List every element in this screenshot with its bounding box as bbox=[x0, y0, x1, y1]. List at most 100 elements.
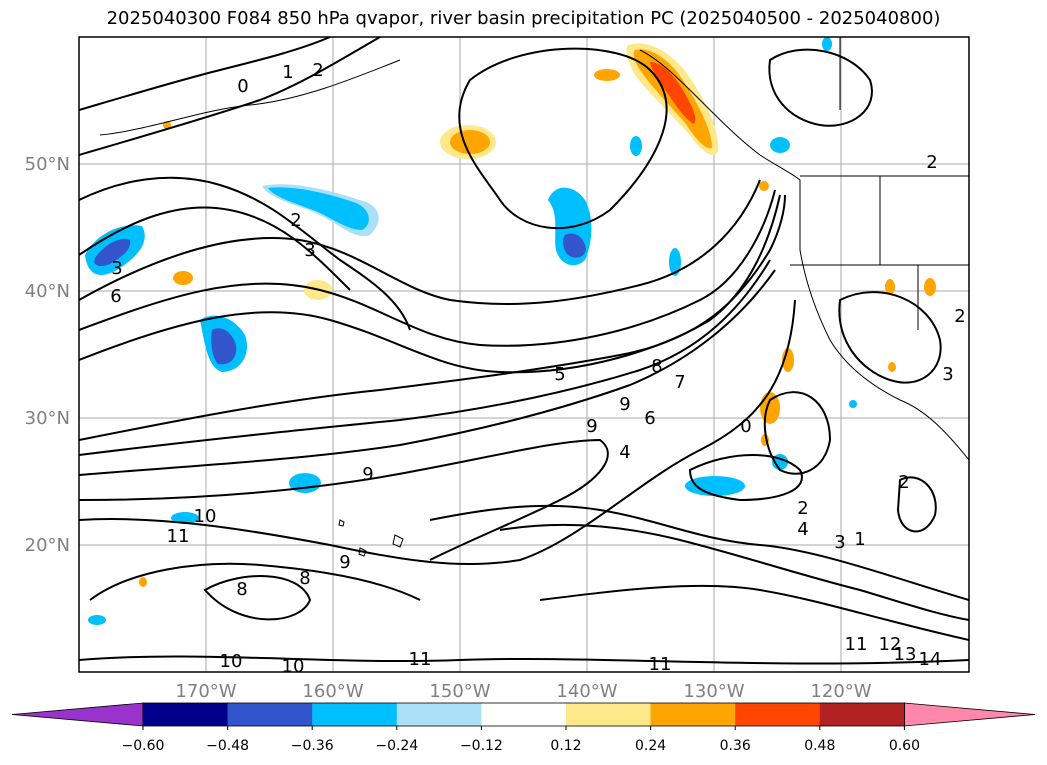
lon-label-160w: 160°W bbox=[302, 681, 363, 702]
colorbar-extend-min bbox=[11, 702, 144, 727]
colorbar-tick-label: 0.24 bbox=[635, 738, 666, 754]
colorbar-tick-label: −0.60 bbox=[122, 738, 165, 754]
contour-label: 4 bbox=[797, 519, 808, 540]
colorbar-tick-label: 0.36 bbox=[720, 738, 751, 754]
lon-label-170w: 170°W bbox=[175, 681, 236, 702]
negative-anomaly-west-core bbox=[94, 238, 131, 266]
colorbar-segment bbox=[566, 703, 652, 726]
contour-label: 11 bbox=[845, 634, 868, 655]
contour-9 bbox=[79, 269, 776, 476]
colorbar-tick-label: 0.48 bbox=[804, 738, 835, 754]
contour-label: 9 bbox=[339, 552, 350, 573]
lon-label-130w: 130°W bbox=[683, 681, 744, 702]
contour-12 bbox=[429, 504, 969, 601]
contour-label: 11 bbox=[409, 649, 432, 670]
colorbar-tick-label: 0.60 bbox=[889, 738, 920, 754]
contour-label: 5 bbox=[554, 364, 565, 385]
contour-label: 8 bbox=[236, 579, 247, 600]
contour-label: 0 bbox=[237, 76, 248, 97]
contour-label: 6 bbox=[110, 286, 121, 307]
contour-label: 8 bbox=[299, 568, 310, 589]
contour-label: 13 bbox=[894, 644, 917, 665]
colorbar-tick-label: 0.12 bbox=[550, 738, 581, 754]
contour-21 bbox=[768, 48, 873, 127]
positive-anomaly-small-10 bbox=[139, 577, 147, 587]
positive-anomaly-small-8 bbox=[924, 278, 936, 296]
contour-20 bbox=[896, 476, 937, 533]
coastlines bbox=[99, 37, 969, 557]
colorbar-segment bbox=[650, 703, 736, 726]
contour-15 bbox=[79, 655, 969, 665]
contour-label: 0 bbox=[740, 416, 751, 437]
colorbar-segment bbox=[396, 703, 482, 726]
colorbar-tick-label: −0.36 bbox=[291, 738, 334, 754]
colorbar-tick-label: −0.48 bbox=[206, 738, 249, 754]
positive-anomaly-small-1 bbox=[594, 69, 620, 81]
contour-label: 3 bbox=[304, 240, 315, 261]
lat-label-20: 20°N bbox=[25, 535, 70, 556]
lon-label-150w: 150°W bbox=[429, 681, 490, 702]
lon-axis: 170°W 160°W 150°W 140°W 130°W 120°W bbox=[175, 681, 871, 702]
precip-pc-shading bbox=[85, 37, 936, 625]
contour-2a bbox=[79, 176, 411, 331]
positive-anomaly-bc-peak bbox=[650, 62, 696, 124]
contour-7 bbox=[79, 194, 786, 441]
contour-label: 9 bbox=[586, 416, 597, 437]
contour-10 bbox=[79, 438, 609, 561]
colorbar bbox=[11, 702, 1036, 727]
colorbar-tick-labels: −0.60 −0.48 −0.36 −0.24 −0.12 0.12 0.24 0.36 0.4… bbox=[122, 726, 920, 754]
contour-13 bbox=[499, 523, 969, 621]
contour-label: 12 bbox=[879, 634, 902, 655]
negative-anomaly-small-3 bbox=[770, 137, 790, 153]
contour-label: 3 bbox=[942, 364, 953, 385]
contour-loop-1 bbox=[458, 47, 668, 230]
contour-label: 10 bbox=[194, 506, 217, 527]
contour-label: 10 bbox=[220, 651, 243, 672]
negative-anomaly-small-7 bbox=[171, 512, 199, 524]
contour-5 bbox=[79, 189, 776, 347]
negative-anomaly-small-4 bbox=[685, 476, 745, 496]
positive-anomaly-small-12 bbox=[759, 181, 769, 191]
colorbar-segment bbox=[143, 703, 229, 726]
qvapor-contours bbox=[79, 37, 969, 665]
lat-label-30: 30°N bbox=[25, 408, 70, 429]
positive-anomaly-midocean-core bbox=[450, 130, 490, 154]
positive-anomaly-small-4 bbox=[782, 348, 794, 372]
contour-label: 4 bbox=[619, 442, 630, 463]
contour-label: 2 bbox=[926, 152, 937, 173]
colorbar-segment bbox=[312, 703, 398, 726]
contour-label: 9 bbox=[619, 394, 630, 415]
contour-label: 3 bbox=[111, 258, 122, 279]
contour-22 bbox=[838, 291, 942, 384]
lat-label-50: 50°N bbox=[25, 154, 70, 175]
contour-8 bbox=[79, 259, 771, 456]
contour-label: 9 bbox=[362, 464, 373, 485]
contour-label: 6 bbox=[644, 408, 655, 429]
negative-anomaly-small-8 bbox=[88, 615, 106, 625]
colorbar-segment bbox=[735, 703, 821, 726]
negative-anomaly-160w-core bbox=[268, 187, 369, 230]
contour-16 bbox=[89, 562, 421, 601]
negative-anomaly-small-1 bbox=[669, 248, 681, 276]
lat-axis: 20°N 30°N 40°N 50°N bbox=[25, 154, 70, 556]
contour-label: 2 bbox=[312, 60, 323, 81]
colorbar-segment bbox=[227, 703, 313, 726]
positive-anomaly-small-2 bbox=[173, 271, 193, 285]
contour-label: 3 bbox=[834, 532, 845, 553]
contour-label: 2 bbox=[797, 498, 808, 519]
contour-1 bbox=[79, 37, 381, 156]
contour-label: 2 bbox=[954, 306, 965, 327]
map-frame bbox=[78, 36, 970, 673]
contour-18 bbox=[688, 454, 803, 502]
map-content bbox=[79, 37, 969, 672]
colorbar-segment bbox=[481, 703, 567, 726]
contour-label: 11 bbox=[649, 654, 672, 675]
lon-label-120w: 120°W bbox=[810, 681, 871, 702]
negative-anomaly-small-10 bbox=[849, 400, 857, 408]
lon-label-140w: 140°W bbox=[556, 681, 617, 702]
contour-3a bbox=[79, 206, 351, 291]
contour-label: 14 bbox=[919, 649, 942, 670]
positive-anomaly-small-7 bbox=[885, 279, 895, 295]
